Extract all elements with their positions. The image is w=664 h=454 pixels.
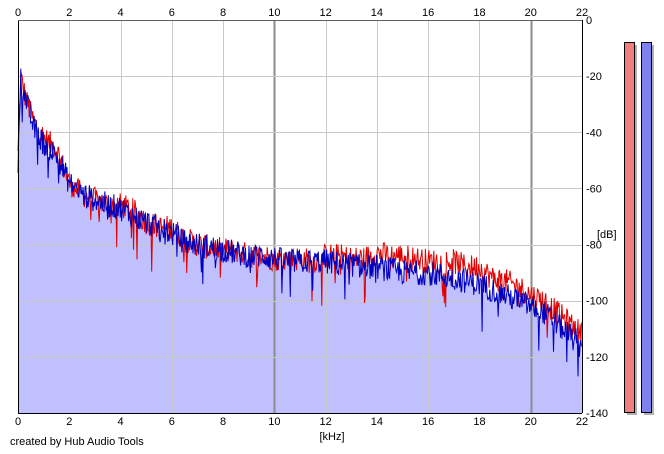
spectrum-fill-area — [18, 68, 582, 413]
series-layer — [17, 68, 582, 377]
x-tick-label-bottom: 6 — [169, 416, 175, 428]
y-tick-label: -120 — [586, 352, 608, 364]
x-tick-label-bottom: 4 — [117, 416, 123, 428]
x-tick-label-top: 8 — [220, 7, 226, 19]
x-tick-label-top: 4 — [117, 7, 123, 19]
y-tick-label: -80 — [586, 240, 602, 252]
fill-layer — [18, 68, 582, 413]
y-tick-label: -20 — [586, 71, 602, 83]
x-tick-label-top: 10 — [268, 7, 280, 19]
y-axis-label: [dB] — [597, 229, 617, 241]
level-meter-blue — [641, 42, 652, 413]
x-tick-label-bottom: 20 — [525, 416, 537, 428]
x-tick-label-bottom: 16 — [422, 416, 434, 428]
x-tick-label-bottom: 14 — [371, 416, 383, 428]
y-tick-label: -140 — [586, 408, 608, 420]
x-tick-label-top: 6 — [169, 7, 175, 19]
y-tick-label: -40 — [586, 127, 602, 139]
x-tick-label-top: 22 — [576, 7, 588, 19]
y-tick-label: -100 — [586, 296, 608, 308]
x-axis-label: [kHz] — [319, 431, 344, 443]
x-tick-label-bottom: 22 — [576, 416, 588, 428]
x-tick-label-top: 16 — [422, 7, 434, 19]
series-line-blue — [17, 68, 582, 377]
x-tick-label-bottom: 12 — [320, 416, 332, 428]
x-tick-label-bottom: 18 — [473, 416, 485, 428]
y-tick-label: -60 — [586, 183, 602, 195]
x-tick-label-top: 12 — [320, 7, 332, 19]
credit-text: created by Hub Audio Tools — [10, 436, 144, 448]
level-meters — [624, 42, 654, 415]
x-tick-label-bottom: 8 — [220, 416, 226, 428]
y-tick-label: 0 — [586, 15, 592, 27]
x-tick-label-bottom: 2 — [66, 416, 72, 428]
axes: 002244668810101212141416161818202022220-… — [15, 7, 617, 443]
level-meter-red — [624, 42, 635, 413]
x-tick-label-bottom: 0 — [15, 416, 21, 428]
x-tick-label-top: 14 — [371, 7, 383, 19]
x-tick-label-top: 20 — [525, 7, 537, 19]
x-tick-label-top: 2 — [66, 7, 72, 19]
x-tick-label-top: 18 — [473, 7, 485, 19]
x-tick-label-top: 0 — [15, 7, 21, 19]
x-tick-label-bottom: 10 — [268, 416, 280, 428]
